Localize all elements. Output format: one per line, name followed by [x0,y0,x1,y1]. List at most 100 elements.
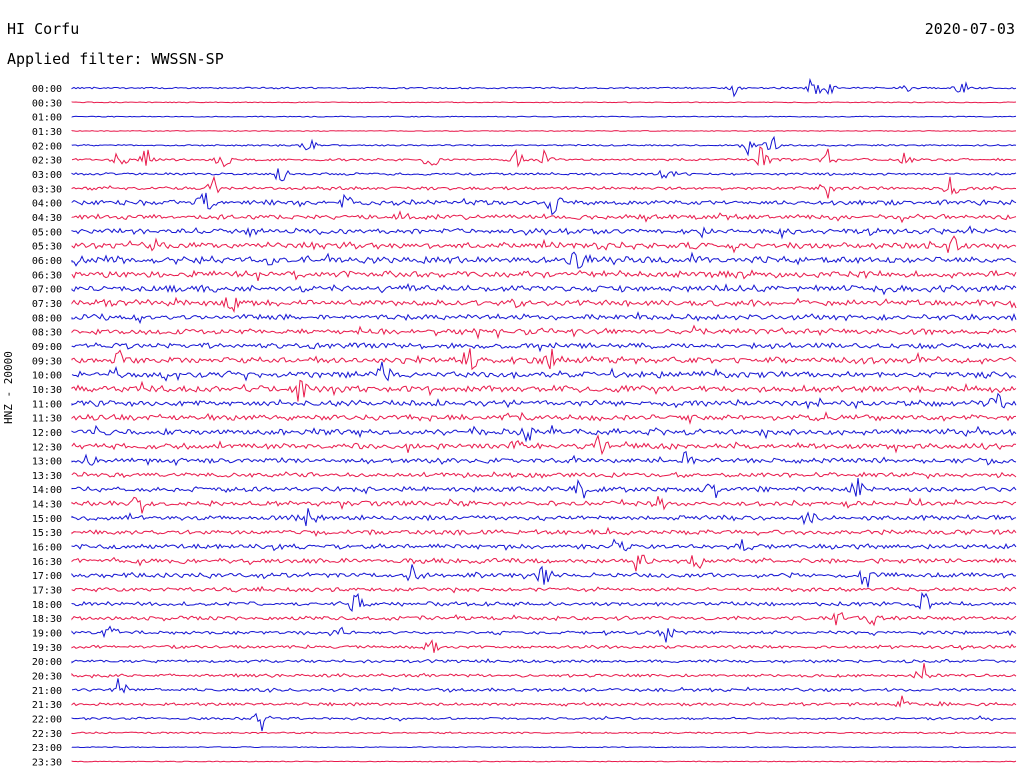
time-tick-label: 02:00 [32,141,62,152]
time-tick-label: 09:30 [32,356,62,367]
trace-0600 [71,251,1017,269]
time-tick-label: 11:00 [32,399,62,410]
trace-0800 [71,311,1017,325]
time-tick-label: 15:00 [32,514,62,525]
trace-1000 [71,361,1017,382]
time-tick-label: 18:00 [32,600,62,611]
trace-1600 [71,538,1017,552]
time-tick-label: 10:30 [32,385,62,396]
time-tick-label: 08:00 [32,313,62,324]
time-tick-label: 05:00 [32,227,62,238]
trace-1130 [71,411,1017,425]
trace-2100 [71,678,1017,694]
time-tick-label: 09:00 [32,342,62,353]
time-tick-label: 01:30 [32,127,62,138]
time-tick-label: 20:00 [32,657,62,668]
trace-1400 [71,478,1017,499]
trace-1430 [71,496,1017,514]
time-tick-label: 08:30 [32,328,62,339]
trace-1700 [71,564,1017,588]
trace-0030 [71,101,1017,104]
trace-1230 [71,434,1017,456]
trace-1630 [71,554,1017,572]
time-tick-label: 13:30 [32,471,62,482]
time-tick-label: 21:30 [32,700,62,711]
time-tick-label: 20:30 [32,672,62,683]
time-tick-label: 02:30 [32,156,62,167]
time-tick-label: 12:00 [32,428,62,439]
time-tick-label: 06:30 [32,270,62,281]
trace-0330 [71,175,1017,199]
time-tick-label: 03:00 [32,170,62,181]
trace-1930 [71,639,1017,653]
time-tick-label: 05:30 [32,242,62,253]
trace-1100 [71,392,1017,410]
trace-0500 [71,225,1017,240]
date-label: 2020-07-03 [924,20,1015,38]
trace-1330 [71,471,1017,480]
time-tick-label: 23:00 [32,743,62,754]
trace-0230 [71,146,1017,168]
trace-0930 [71,348,1017,371]
trace-1030 [71,379,1017,402]
time-tick-label: 00:30 [32,98,62,109]
trace-1730 [71,585,1017,594]
time-tick-label: 12:30 [32,442,62,453]
trace-2000 [71,658,1017,664]
time-tick-label: 21:00 [32,686,62,697]
time-tick-label: 19:00 [32,629,62,640]
time-tick-label: 22:30 [32,729,62,740]
time-tick-label: 11:30 [32,414,62,425]
time-tick-label: 16:00 [32,543,62,554]
trace-2300 [71,746,1017,749]
trace-1800 [71,591,1017,612]
time-tick-label: 04:00 [32,199,62,210]
time-tick-label: 10:00 [32,371,62,382]
time-tick-label: 22:00 [32,715,62,726]
trace-2130 [71,695,1017,708]
trace-0130 [71,130,1017,132]
time-tick-label: 01:00 [32,113,62,124]
time-tick-label: 06:00 [32,256,62,267]
trace-0200 [71,135,1017,157]
trace-0000 [71,77,1017,98]
trace-0630 [71,269,1017,282]
trace-0730 [71,296,1017,314]
time-tick-label: 03:30 [32,184,62,195]
trace-2200 [71,712,1017,732]
trace-2330 [71,760,1017,763]
trace-1900 [71,625,1017,643]
time-tick-label: 14:00 [32,485,62,496]
trace-1200 [71,424,1017,443]
trace-0900 [71,342,1017,353]
trace-0400 [71,192,1017,216]
trace-0430 [71,210,1017,224]
trace-2230 [71,731,1017,735]
trace-1830 [71,611,1017,627]
time-tick-label: 15:30 [32,528,62,539]
time-tick-label: 17:30 [32,586,62,597]
trace-0830 [71,324,1017,340]
time-tick-label: 13:00 [32,457,62,468]
trace-1530 [71,526,1017,538]
time-tick-label: 23:30 [32,758,62,769]
time-tick-label: 00:00 [32,84,62,95]
filter-label: Applied filter: WWSSN-SP [7,50,224,68]
time-tick-label: 16:30 [32,557,62,568]
time-tick-label: 07:00 [32,285,62,296]
trace-0300 [71,168,1017,182]
time-tick-label: 04:30 [32,213,62,224]
time-tick-label: 18:30 [32,614,62,625]
trace-2030 [71,663,1017,679]
trace-1500 [71,508,1017,527]
time-tick-label: 17:00 [32,571,62,582]
time-tick-label: 14:30 [32,500,62,511]
time-tick-label: 19:30 [32,643,62,654]
trace-0700 [71,282,1017,296]
trace-0100 [71,115,1017,118]
station-title: HI Corfu [7,20,80,38]
trace-0530 [71,235,1017,254]
trace-1300 [71,450,1017,467]
time-tick-label: 07:30 [32,299,62,310]
